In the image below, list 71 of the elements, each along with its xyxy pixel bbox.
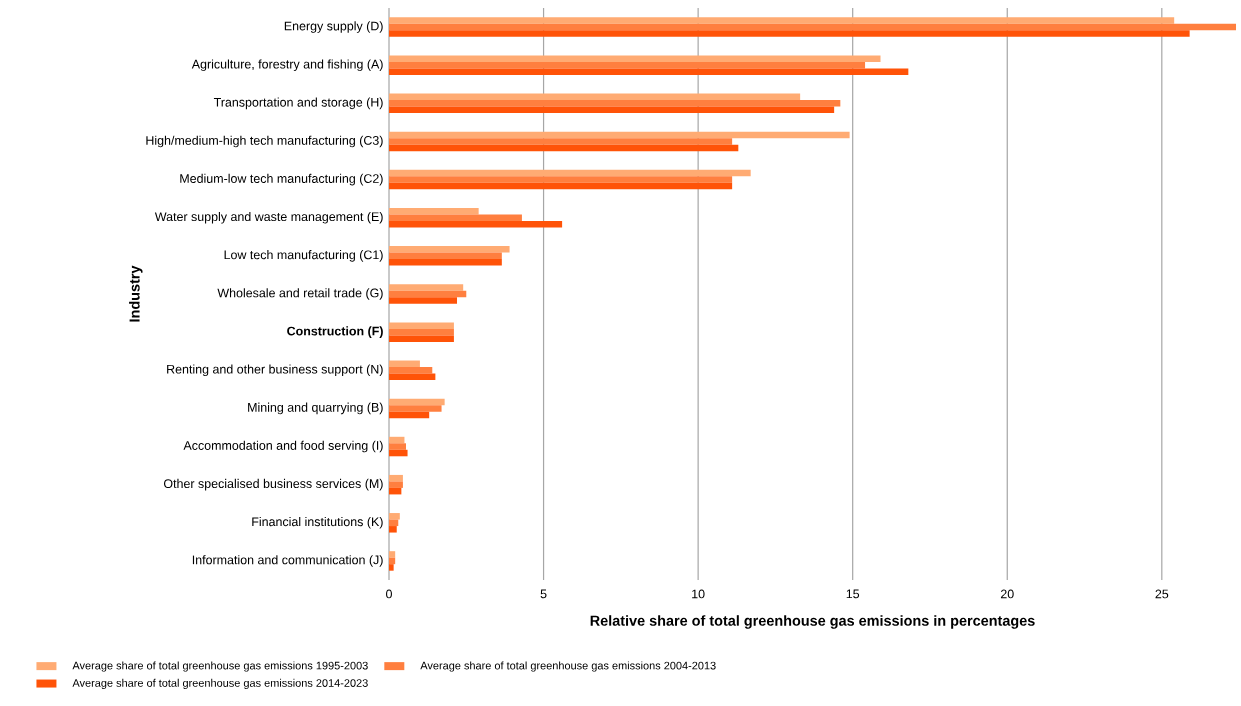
y-axis-title: Industry bbox=[129, 265, 143, 322]
bar bbox=[389, 449, 408, 457]
bar bbox=[389, 551, 396, 558]
bar bbox=[389, 68, 909, 75]
x-tick-label: 10 bbox=[692, 589, 705, 599]
bar bbox=[389, 284, 464, 291]
bar bbox=[389, 138, 733, 145]
y-tick-label: Construction (F) bbox=[287, 326, 383, 338]
y-tick-label: Medium-low tech manufacturing (C2) bbox=[180, 173, 383, 186]
y-tick-label: Energy supply (D) bbox=[284, 21, 383, 33]
legend-label: Average share of total greenhouse gas emissions 2014-2023 bbox=[72, 678, 368, 690]
bar bbox=[389, 411, 430, 419]
bar bbox=[389, 487, 402, 495]
x-axis-title: Relative share of total greenhouse gas emissions in percentages bbox=[590, 615, 1035, 629]
y-tick-label: Low tech manufacturing (C1) bbox=[224, 250, 383, 262]
y-tick-label: Renting and other business support (N) bbox=[167, 364, 383, 377]
bar bbox=[389, 30, 1190, 37]
bar bbox=[389, 398, 445, 406]
y-tick-label: Transportation and storage (H) bbox=[213, 97, 383, 110]
bar bbox=[389, 290, 467, 298]
bar bbox=[389, 106, 835, 114]
y-tick-label: Accommodation and food serving (I) bbox=[183, 440, 383, 453]
bar bbox=[389, 17, 1175, 24]
bar bbox=[389, 481, 403, 488]
bar bbox=[389, 367, 433, 374]
bar bbox=[389, 328, 454, 336]
bar bbox=[389, 55, 881, 62]
bar bbox=[389, 405, 442, 412]
y-tick-label: Wholesale and retail trade (G) bbox=[217, 288, 383, 300]
y-tick-label: High/medium-high tech manufacturing (C3) bbox=[146, 135, 383, 148]
bar bbox=[389, 443, 406, 450]
y-tick-label: Information and communication (J) bbox=[192, 555, 383, 567]
y-tick-label: Other specialised business services (M) bbox=[163, 478, 383, 491]
bar bbox=[389, 220, 563, 228]
y-tick-label: Financial institutions (K) bbox=[252, 517, 383, 529]
y-tick-label: Water supply and waste management (E) bbox=[154, 211, 383, 224]
bar bbox=[389, 214, 522, 221]
bar bbox=[389, 252, 502, 260]
y-tick-label: Agriculture, forestry and fishing (A) bbox=[191, 59, 383, 71]
x-tick-label: 20 bbox=[1000, 589, 1014, 599]
bar bbox=[389, 513, 400, 520]
bar bbox=[389, 297, 458, 304]
bar bbox=[389, 182, 733, 190]
bar bbox=[389, 176, 733, 183]
bar bbox=[389, 100, 841, 107]
bar bbox=[389, 23, 1237, 31]
bar bbox=[389, 360, 420, 368]
bar bbox=[389, 519, 399, 527]
bar bbox=[389, 526, 397, 533]
bar bbox=[389, 246, 510, 253]
legend-label: Average share of total greenhouse gas emissions 1995-2003 bbox=[72, 661, 368, 672]
legend-label: Average share of total greenhouse gas emissions 2004-2013 bbox=[420, 661, 716, 672]
x-tick-label: 25 bbox=[1155, 589, 1169, 599]
x-tick-label: 5 bbox=[540, 589, 547, 599]
bar bbox=[389, 131, 850, 139]
x-tick-label: 15 bbox=[846, 589, 860, 599]
bar bbox=[389, 322, 454, 329]
bar bbox=[389, 207, 479, 215]
bar bbox=[389, 144, 739, 152]
x-tick-label: 0 bbox=[386, 589, 392, 599]
bar bbox=[389, 436, 405, 444]
bar bbox=[389, 169, 751, 177]
bar bbox=[389, 557, 396, 565]
y-tick-label: Mining and quarrying (B) bbox=[248, 402, 383, 415]
bar bbox=[389, 93, 801, 101]
bar bbox=[389, 61, 866, 69]
bar bbox=[389, 564, 394, 571]
bar bbox=[389, 373, 436, 381]
bar bbox=[389, 259, 502, 266]
bar bbox=[389, 474, 403, 482]
bar bbox=[389, 335, 454, 342]
